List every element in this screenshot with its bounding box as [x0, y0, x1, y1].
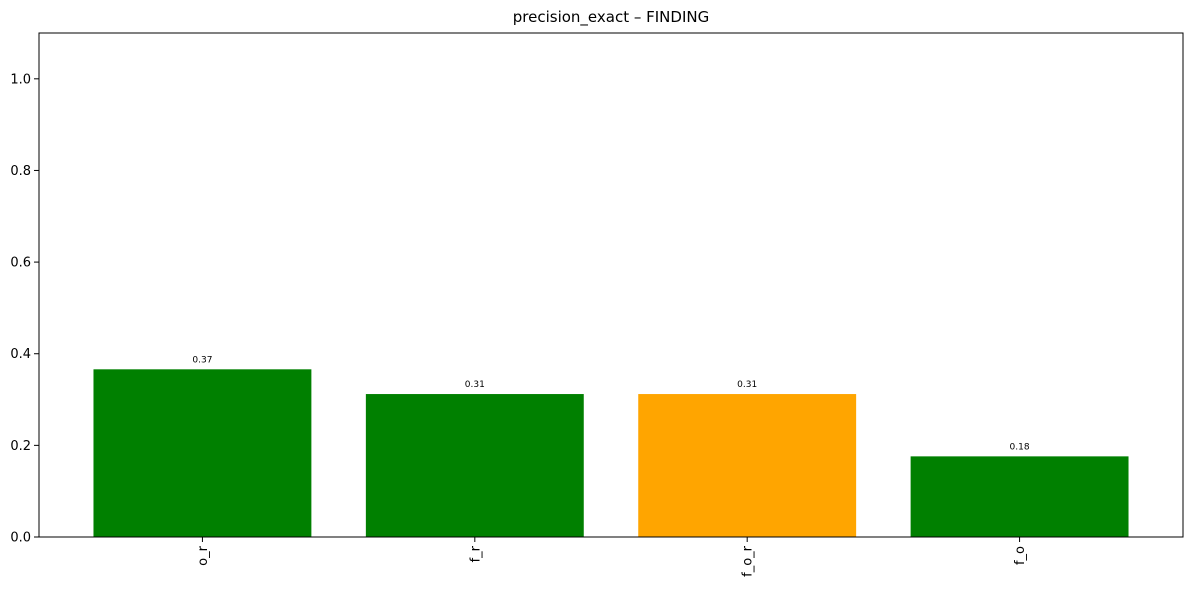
x-tick-label-f_o: f_o [1013, 546, 1028, 565]
bar-f_o_r [638, 394, 857, 537]
x-axis: o_r f_r f_o_r f_o [196, 537, 1028, 577]
bar-value-label-f_r: 0.31 [465, 380, 485, 390]
bar-f_o [910, 456, 1129, 537]
plot-frame [38, 32, 1184, 538]
x-tick-label-o_r: o_r [196, 545, 211, 565]
y-tick-label-3: 0.6 [10, 256, 31, 271]
y-tick-label-1: 0.2 [10, 439, 31, 454]
bar-value-label-f_o_r: 0.31 [737, 380, 757, 390]
y-tick-label-0: 0.0 [10, 531, 31, 546]
y-tick-label-2: 0.4 [10, 347, 31, 362]
bar-value-labels: 0.37 0.31 0.31 0.18 [192, 355, 1029, 452]
chart-title: precision_exact – FINDING [513, 8, 709, 27]
bar-f_r [365, 394, 584, 537]
y-tick-label-5: 1.0 [10, 72, 31, 87]
bar-value-label-o_r: 0.37 [192, 355, 212, 365]
bar-value-label-f_o: 0.18 [1010, 442, 1030, 452]
y-tick-label-4: 0.8 [10, 164, 31, 179]
x-tick-label-f_o_r: f_o_r [741, 545, 756, 577]
y-axis: 0.0 0.2 0.4 0.6 0.8 1.0 [10, 72, 39, 546]
x-tick-label-f_r: f_r [468, 545, 483, 562]
bars-layer [93, 369, 1129, 537]
bar-o_r [93, 369, 312, 537]
